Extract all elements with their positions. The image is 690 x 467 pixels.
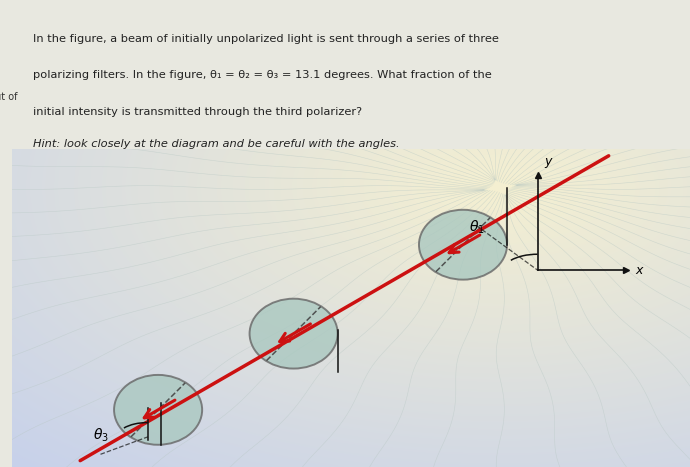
Text: x: x [635,263,643,276]
Text: $\theta_3$: $\theta_3$ [92,426,108,444]
Text: In the figure, a beam of initially unpolarized light is sent through a series of: In the figure, a beam of initially unpol… [32,34,499,43]
Text: initial intensity is transmitted through the third polarizer?: initial intensity is transmitted through… [32,107,362,117]
Text: polarizing filters. In the figure, θ₁ = θ₂ = θ₃ = 13.1 degrees. What fraction of: polarizing filters. In the figure, θ₁ = … [32,71,491,80]
Ellipse shape [419,210,507,280]
Text: ut of: ut of [0,92,17,102]
Text: $\theta_1$: $\theta_1$ [469,219,484,236]
Text: Hint: look closely at the diagram and be careful with the angles.: Hint: look closely at the diagram and be… [32,139,400,149]
Text: y: y [544,156,552,169]
Ellipse shape [250,299,337,368]
Ellipse shape [114,375,202,445]
